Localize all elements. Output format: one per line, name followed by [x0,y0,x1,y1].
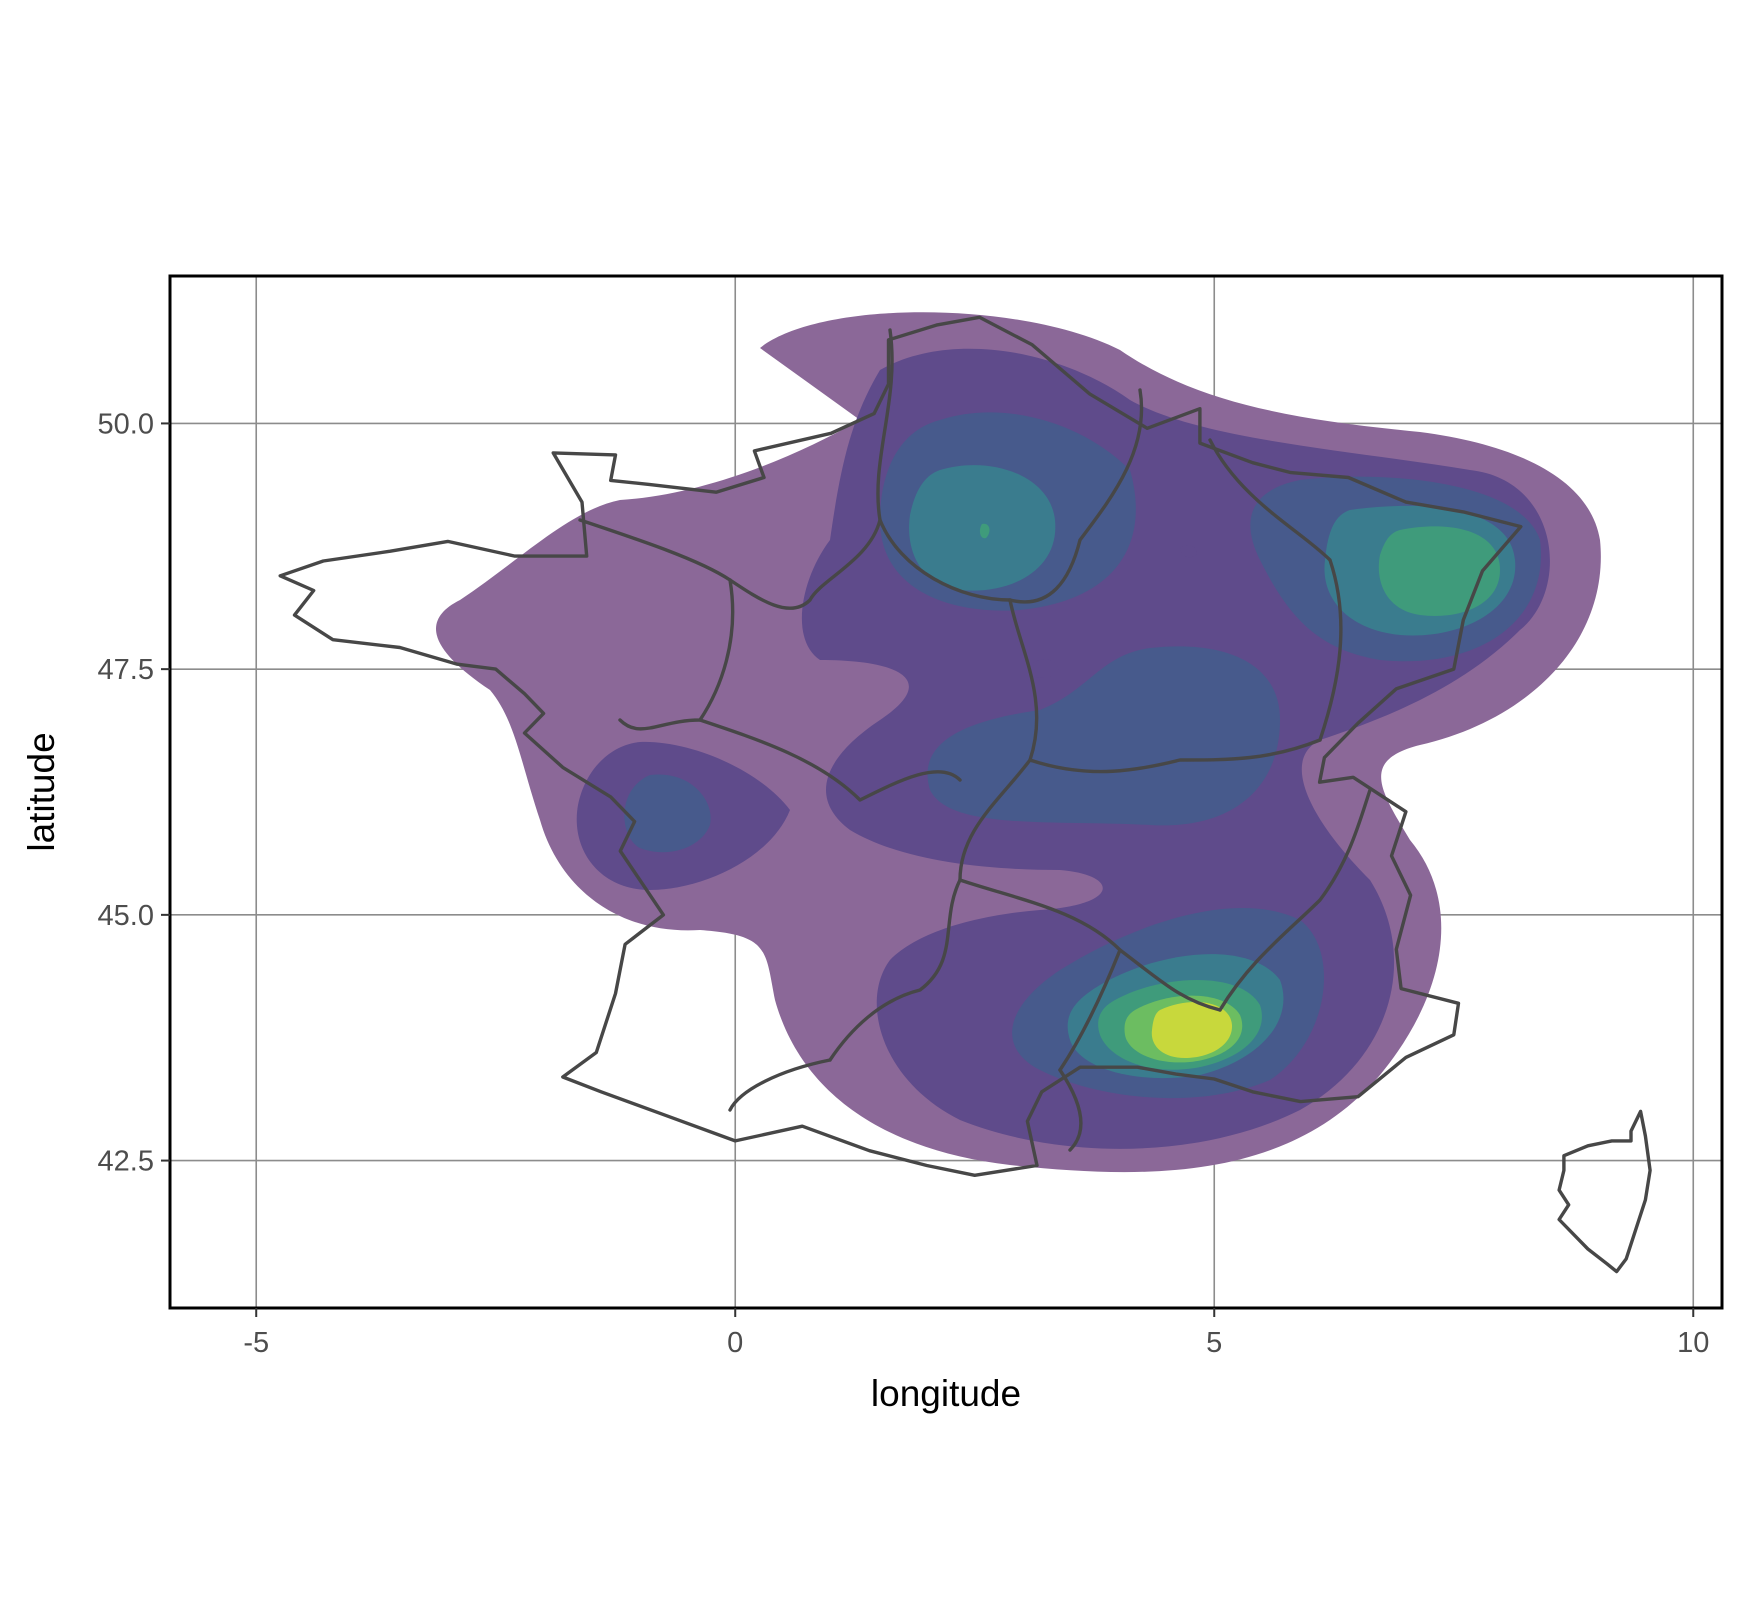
region-boundary [698,718,962,802]
region-boundary [578,518,882,610]
region-boundary [1058,948,1122,1072]
y-tick-label: 50.0 [98,408,154,440]
density-band [624,774,711,853]
x-tick-label: 5 [1206,1327,1222,1359]
country-outline [278,315,1523,1177]
density-band [1151,1002,1233,1058]
region-boundary [1208,438,1343,742]
region-boundary [1058,1068,1083,1152]
x-tick-label: 0 [727,1327,743,1359]
density-band [927,646,1280,826]
axis-ticks [161,422,1695,1317]
x-tick-label: -5 [243,1327,269,1359]
region-boundary [958,878,1222,1012]
region-boundary [728,1058,832,1112]
y-tick-label: 42.5 [98,1146,154,1178]
x-axis-title: longitude [871,1373,1021,1414]
density-band [1378,526,1500,616]
y-axis-title: latitude [21,732,62,851]
region-outlines [278,315,1652,1274]
region-boundary [618,578,735,731]
density-band [1030,659,1059,678]
x-tick-label: 10 [1677,1327,1709,1359]
density-contour-bands [436,312,1601,1173]
region-boundary [1218,788,1372,1012]
density-band [979,523,990,539]
region-boundary [828,878,962,1062]
region-boundary [1008,388,1144,604]
density-band [1180,545,1197,558]
y-tick-label: 47.5 [98,654,154,686]
country-outline [1557,1109,1652,1274]
y-tick-label: 45.0 [98,900,154,932]
panel-border [168,274,1724,1310]
region-boundary [1028,738,1322,774]
